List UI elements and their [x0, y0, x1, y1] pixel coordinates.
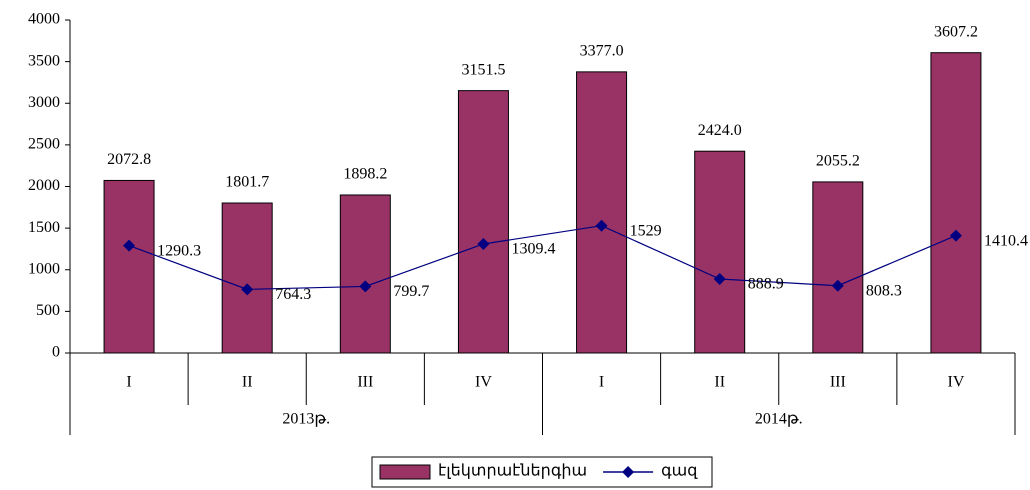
line-value-label: 799.7: [393, 283, 429, 300]
bar: [576, 71, 628, 354]
x-tick-label: III: [830, 374, 846, 391]
x-tick-label: I: [599, 374, 604, 391]
x-tick-label: II: [242, 374, 253, 391]
line-value-label: 1309.4: [511, 241, 555, 258]
x-tick-label: IV: [475, 374, 492, 391]
line-marker: [831, 279, 844, 292]
bar: [339, 194, 391, 354]
x-tick-label: III: [357, 374, 373, 391]
bar-value-label: 2424.0: [698, 122, 742, 139]
bar: [694, 150, 746, 354]
bar: [457, 90, 509, 354]
legend-marker: [622, 466, 635, 478]
bar: [103, 179, 155, 354]
bar-value-label: 2072.8: [107, 151, 151, 168]
y-tick-label: 3000: [28, 94, 60, 111]
legend-box: [371, 456, 713, 488]
line-marker: [123, 239, 136, 252]
line-marker: [595, 219, 608, 232]
bar: [930, 52, 982, 354]
line-value-label: 764.3: [275, 286, 311, 303]
line-value-label: 1410.4: [984, 232, 1028, 249]
x-tick-label: I: [126, 374, 131, 391]
line-value-label: 1529: [630, 222, 662, 239]
bar-value-label: 1801.7: [225, 174, 269, 191]
line-value-label: 808.3: [866, 282, 902, 299]
line-marker: [713, 272, 726, 285]
line-value-label: 888.9: [748, 276, 784, 293]
y-tick-label: 2000: [28, 177, 60, 194]
line-marker: [241, 283, 254, 296]
bar-value-label: 3151.5: [461, 61, 505, 78]
y-tick-label: 1500: [28, 219, 60, 236]
x-tick-label: II: [714, 374, 725, 391]
group-label: 2013թ.: [282, 411, 330, 428]
legend-swatch: [379, 464, 431, 480]
y-tick-label: 500: [36, 302, 60, 319]
y-tick-label: 1000: [28, 260, 60, 277]
bar-value-label: 2055.2: [816, 153, 860, 170]
line: [128, 225, 957, 290]
y-tick-label: 0: [52, 344, 60, 361]
bar-value-label: 3377.0: [580, 43, 624, 60]
line-marker: [359, 280, 372, 293]
legend-label: գազ: [661, 463, 698, 480]
line-value-label: 1290.3: [157, 242, 201, 259]
group-label: 2014թ.: [755, 411, 803, 428]
bar: [221, 202, 273, 354]
y-tick-label: 2500: [28, 136, 60, 153]
bar-value-label: 3607.2: [934, 23, 978, 40]
line-marker: [477, 237, 490, 250]
bar: [812, 181, 864, 354]
x-tick-label: IV: [947, 374, 964, 391]
y-tick-label: 4000: [28, 11, 60, 28]
bar-value-label: 1898.2: [343, 166, 387, 183]
line-marker: [949, 229, 962, 242]
legend-label: էլեկտրաէներգիա: [438, 463, 587, 480]
y-tick-label: 3500: [28, 52, 60, 69]
